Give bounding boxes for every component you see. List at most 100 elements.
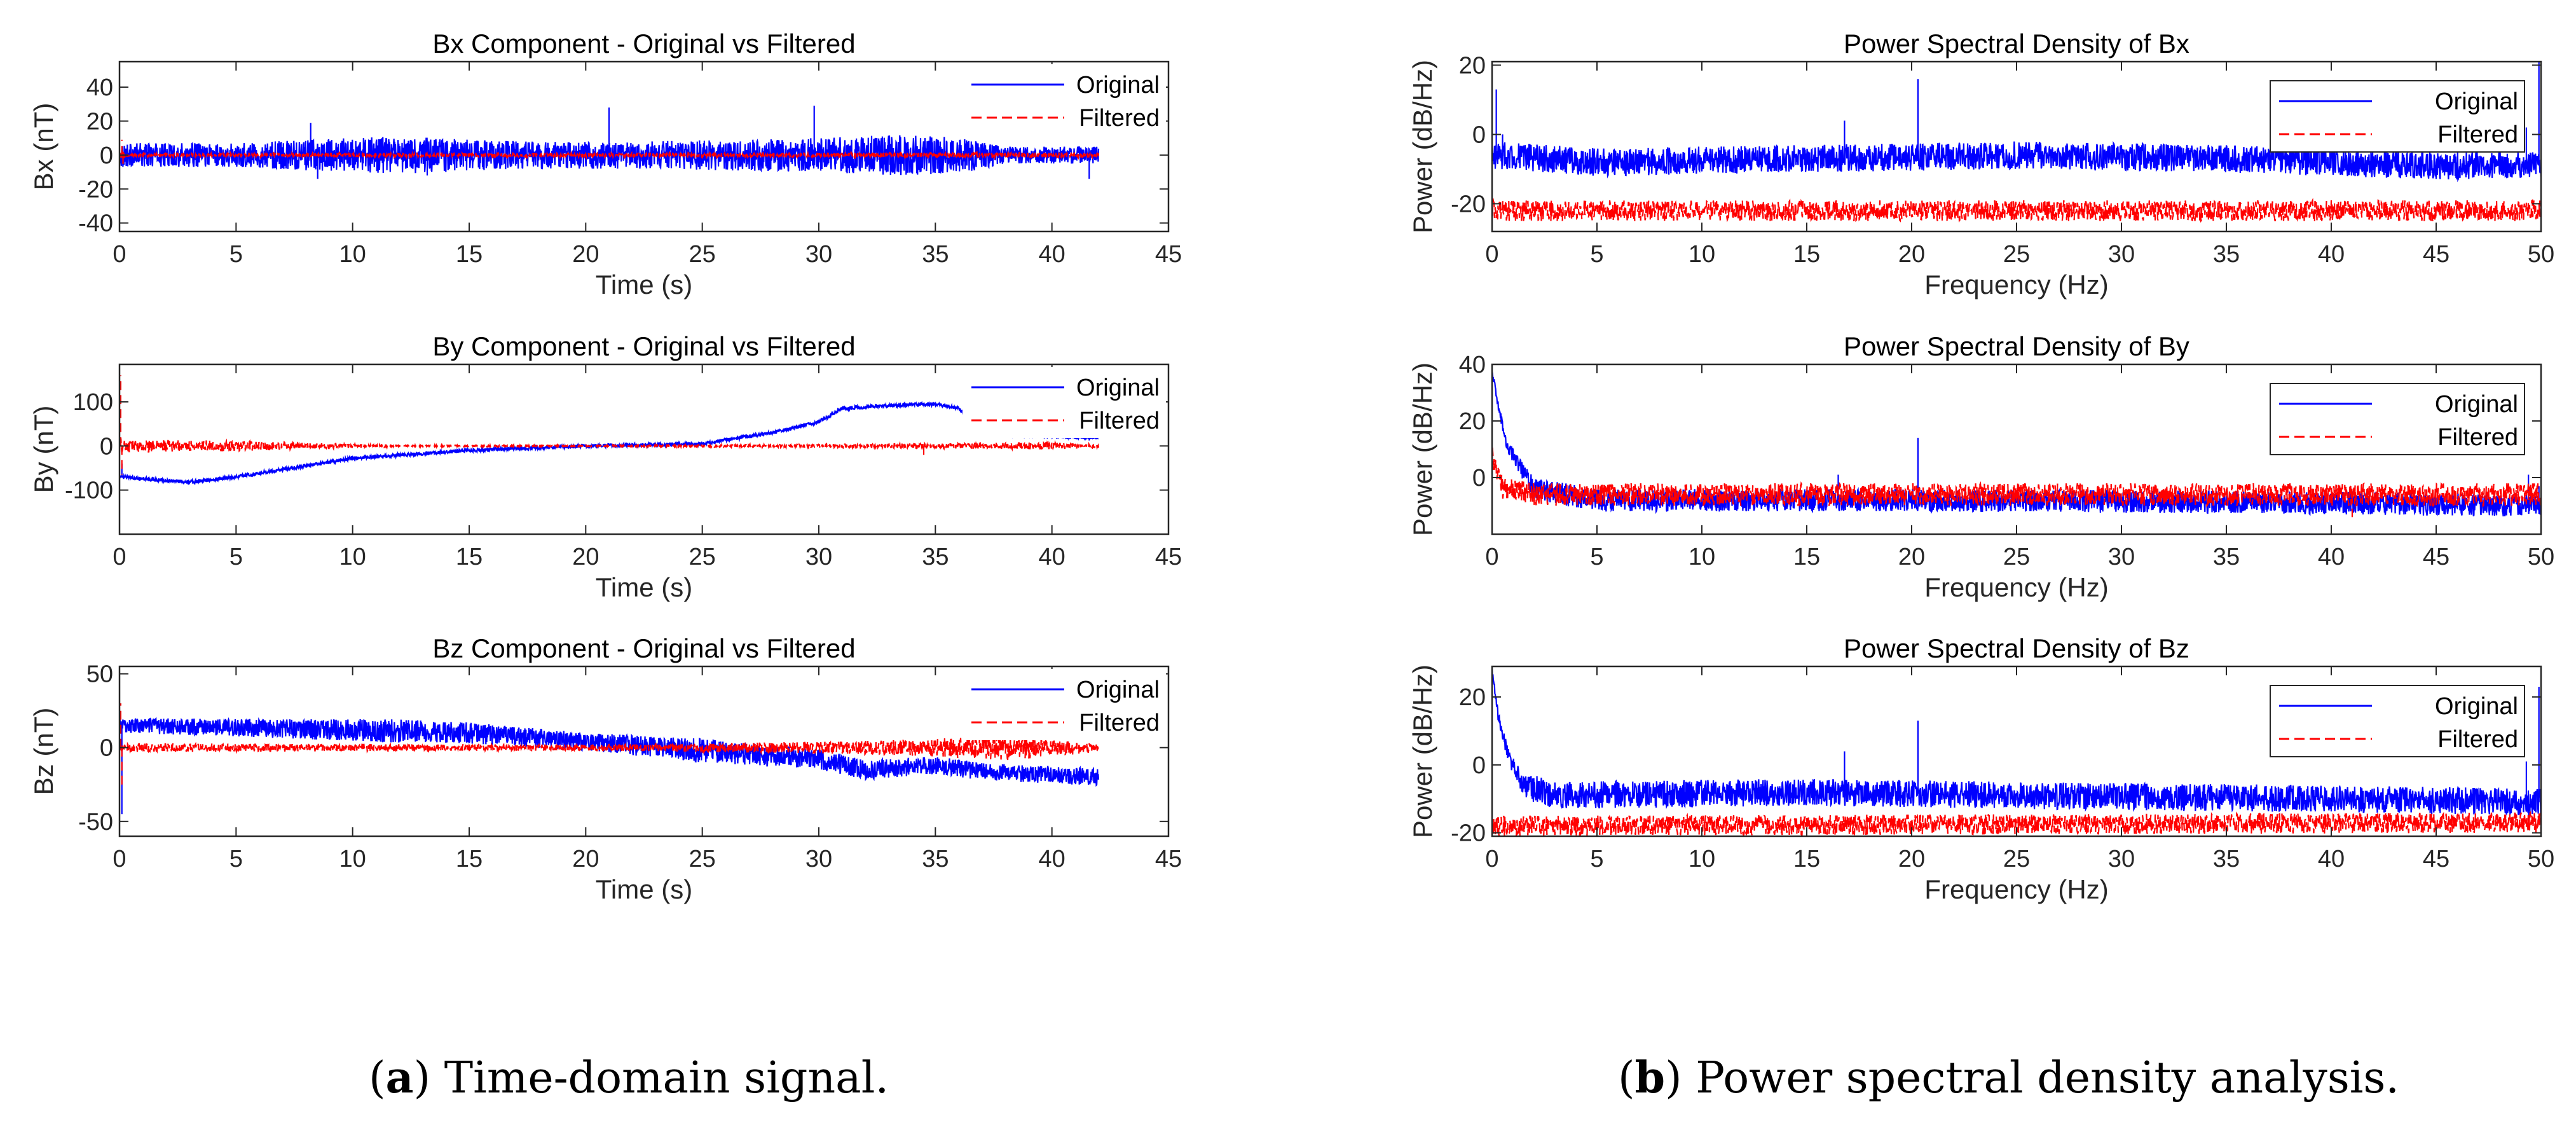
x-tick-label: 15 <box>456 241 483 268</box>
y-axis-label: Bx (nT) <box>29 103 58 191</box>
x-tick-label: 20 <box>1898 544 1925 570</box>
legend-label-original: Original <box>2435 391 2518 418</box>
legend-box <box>963 367 1166 438</box>
legend-label-filtered: Filtered <box>2437 726 2518 753</box>
x-axis-label: Frequency (Hz) <box>1924 572 2108 602</box>
legend: Original Filtered <box>963 367 1166 438</box>
series-original-line <box>120 106 1100 179</box>
y-tick-label: 0 <box>1472 465 1486 492</box>
x-axis-label: Time (s) <box>596 572 692 602</box>
y-tick-label: 0 <box>1472 121 1486 148</box>
series-filtered-line <box>120 139 1100 169</box>
legend-box <box>2270 383 2525 455</box>
x-axis-label: Time (s) <box>596 874 692 904</box>
x-tick-label: 45 <box>1155 846 1182 872</box>
x-tick-label: 30 <box>805 241 832 268</box>
x-tick-label: 25 <box>2003 544 2030 570</box>
x-tick-label: 40 <box>2318 544 2345 570</box>
x-tick-label: 35 <box>922 241 949 268</box>
x-tick-label: 15 <box>1793 846 1820 872</box>
y-tick-label: -20 <box>1451 191 1486 217</box>
x-tick-label: 10 <box>339 544 366 570</box>
x-tick-label: 20 <box>1898 846 1925 872</box>
x-tick-label: 10 <box>1689 544 1715 570</box>
x-tick-label: 5 <box>1590 846 1603 872</box>
y-tick-label: 40 <box>86 74 113 101</box>
axes-frame <box>118 363 1170 535</box>
x-tick-label: 20 <box>1898 241 1925 268</box>
caption-b: (b) Power spectral density analysis. <box>1618 1052 2399 1103</box>
x-tick-label: 10 <box>339 241 366 268</box>
y-tick-label: 20 <box>86 108 113 135</box>
x-tick-label: 15 <box>456 846 483 872</box>
x-tick-label: 35 <box>922 544 949 570</box>
x-tick-label: 40 <box>2318 846 2345 872</box>
x-tick-label: 10 <box>1689 846 1715 872</box>
x-tick-label: 50 <box>2528 846 2554 872</box>
x-tick-label: 40 <box>1039 846 1065 872</box>
y-tick-label: 20 <box>1459 52 1486 79</box>
legend-label-filtered: Filtered <box>2437 424 2518 451</box>
x-tick-label: 35 <box>922 846 949 872</box>
chart-title: Bz Component - Original vs Filtered <box>432 633 855 663</box>
caption-a-letter: a <box>385 1052 414 1103</box>
legend-box <box>963 669 1166 740</box>
x-tick-label: 25 <box>689 241 716 268</box>
x-tick-label: 20 <box>572 241 599 268</box>
x-tick-label: 35 <box>2213 241 2240 268</box>
x-tick-label: 30 <box>2108 544 2135 570</box>
x-tick-label: 30 <box>805 846 832 872</box>
x-tick-label: 15 <box>1793 544 1820 570</box>
x-tick-label: 25 <box>689 846 716 872</box>
x-tick-label: 0 <box>1485 544 1498 570</box>
legend-label-original: Original <box>1076 375 1160 401</box>
legend-label-original: Original <box>1076 677 1160 703</box>
x-tick-label: 40 <box>1039 241 1065 268</box>
caption-a: (a) Time-domain signal. <box>369 1052 889 1103</box>
x-tick-label: 0 <box>1485 241 1498 268</box>
y-tick-label: -50 <box>78 809 113 836</box>
caption-b-text: ) Power spectral density analysis. <box>1665 1053 2399 1103</box>
y-tick-label: 20 <box>1459 408 1486 435</box>
x-tick-label: 0 <box>113 544 126 570</box>
y-tick-label: 0 <box>100 433 113 460</box>
y-axis-label: By (nT) <box>29 406 58 493</box>
y-tick-label: -100 <box>65 478 113 504</box>
x-tick-label: 45 <box>1155 544 1182 570</box>
caption-b-letter: b <box>1634 1052 1666 1103</box>
x-axis-label: Time (s) <box>596 270 692 300</box>
legend: Original Filtered <box>963 669 1166 740</box>
x-tick-label: 45 <box>2423 241 2449 268</box>
x-tick-label: 30 <box>805 544 832 570</box>
x-tick-label: 5 <box>230 241 243 268</box>
x-tick-label: 35 <box>2213 846 2240 872</box>
axes-frame <box>118 60 1170 233</box>
x-tick-label: 50 <box>2528 241 2554 268</box>
series-original-line <box>1492 62 2541 183</box>
y-tick-label: 0 <box>1472 752 1486 779</box>
y-tick-label: 0 <box>100 735 113 762</box>
axes-frame <box>118 665 1170 837</box>
x-tick-label: 20 <box>572 544 599 570</box>
series-filtered-line <box>1492 447 2541 518</box>
chart-by-time: 0 5 10 15 20 25 30 35 40 45 -100 0 100 By Component -… <box>29 331 1182 602</box>
legend-label-filtered: Filtered <box>1079 105 1160 132</box>
legend: Original Filtered <box>963 64 1166 135</box>
legend-label-original: Original <box>1076 72 1160 99</box>
x-tick-label: 35 <box>2213 544 2240 570</box>
x-tick-label: 45 <box>1155 241 1182 268</box>
x-tick-label: 30 <box>2108 241 2135 268</box>
caption-a-text: ) Time-domain signal. <box>413 1053 889 1103</box>
legend-label-original: Original <box>2435 88 2518 115</box>
y-tick-label: 50 <box>86 661 113 688</box>
legend-box <box>963 64 1166 135</box>
x-tick-label: 20 <box>572 846 599 872</box>
chart-title: Power Spectral Density of Bz <box>1844 633 2189 663</box>
legend-label-filtered: Filtered <box>1079 408 1160 434</box>
legend-label-original: Original <box>2435 693 2518 720</box>
legend: Original Filtered <box>2270 383 2525 455</box>
y-tick-label: -40 <box>78 210 113 237</box>
x-tick-label: 0 <box>1485 846 1498 872</box>
